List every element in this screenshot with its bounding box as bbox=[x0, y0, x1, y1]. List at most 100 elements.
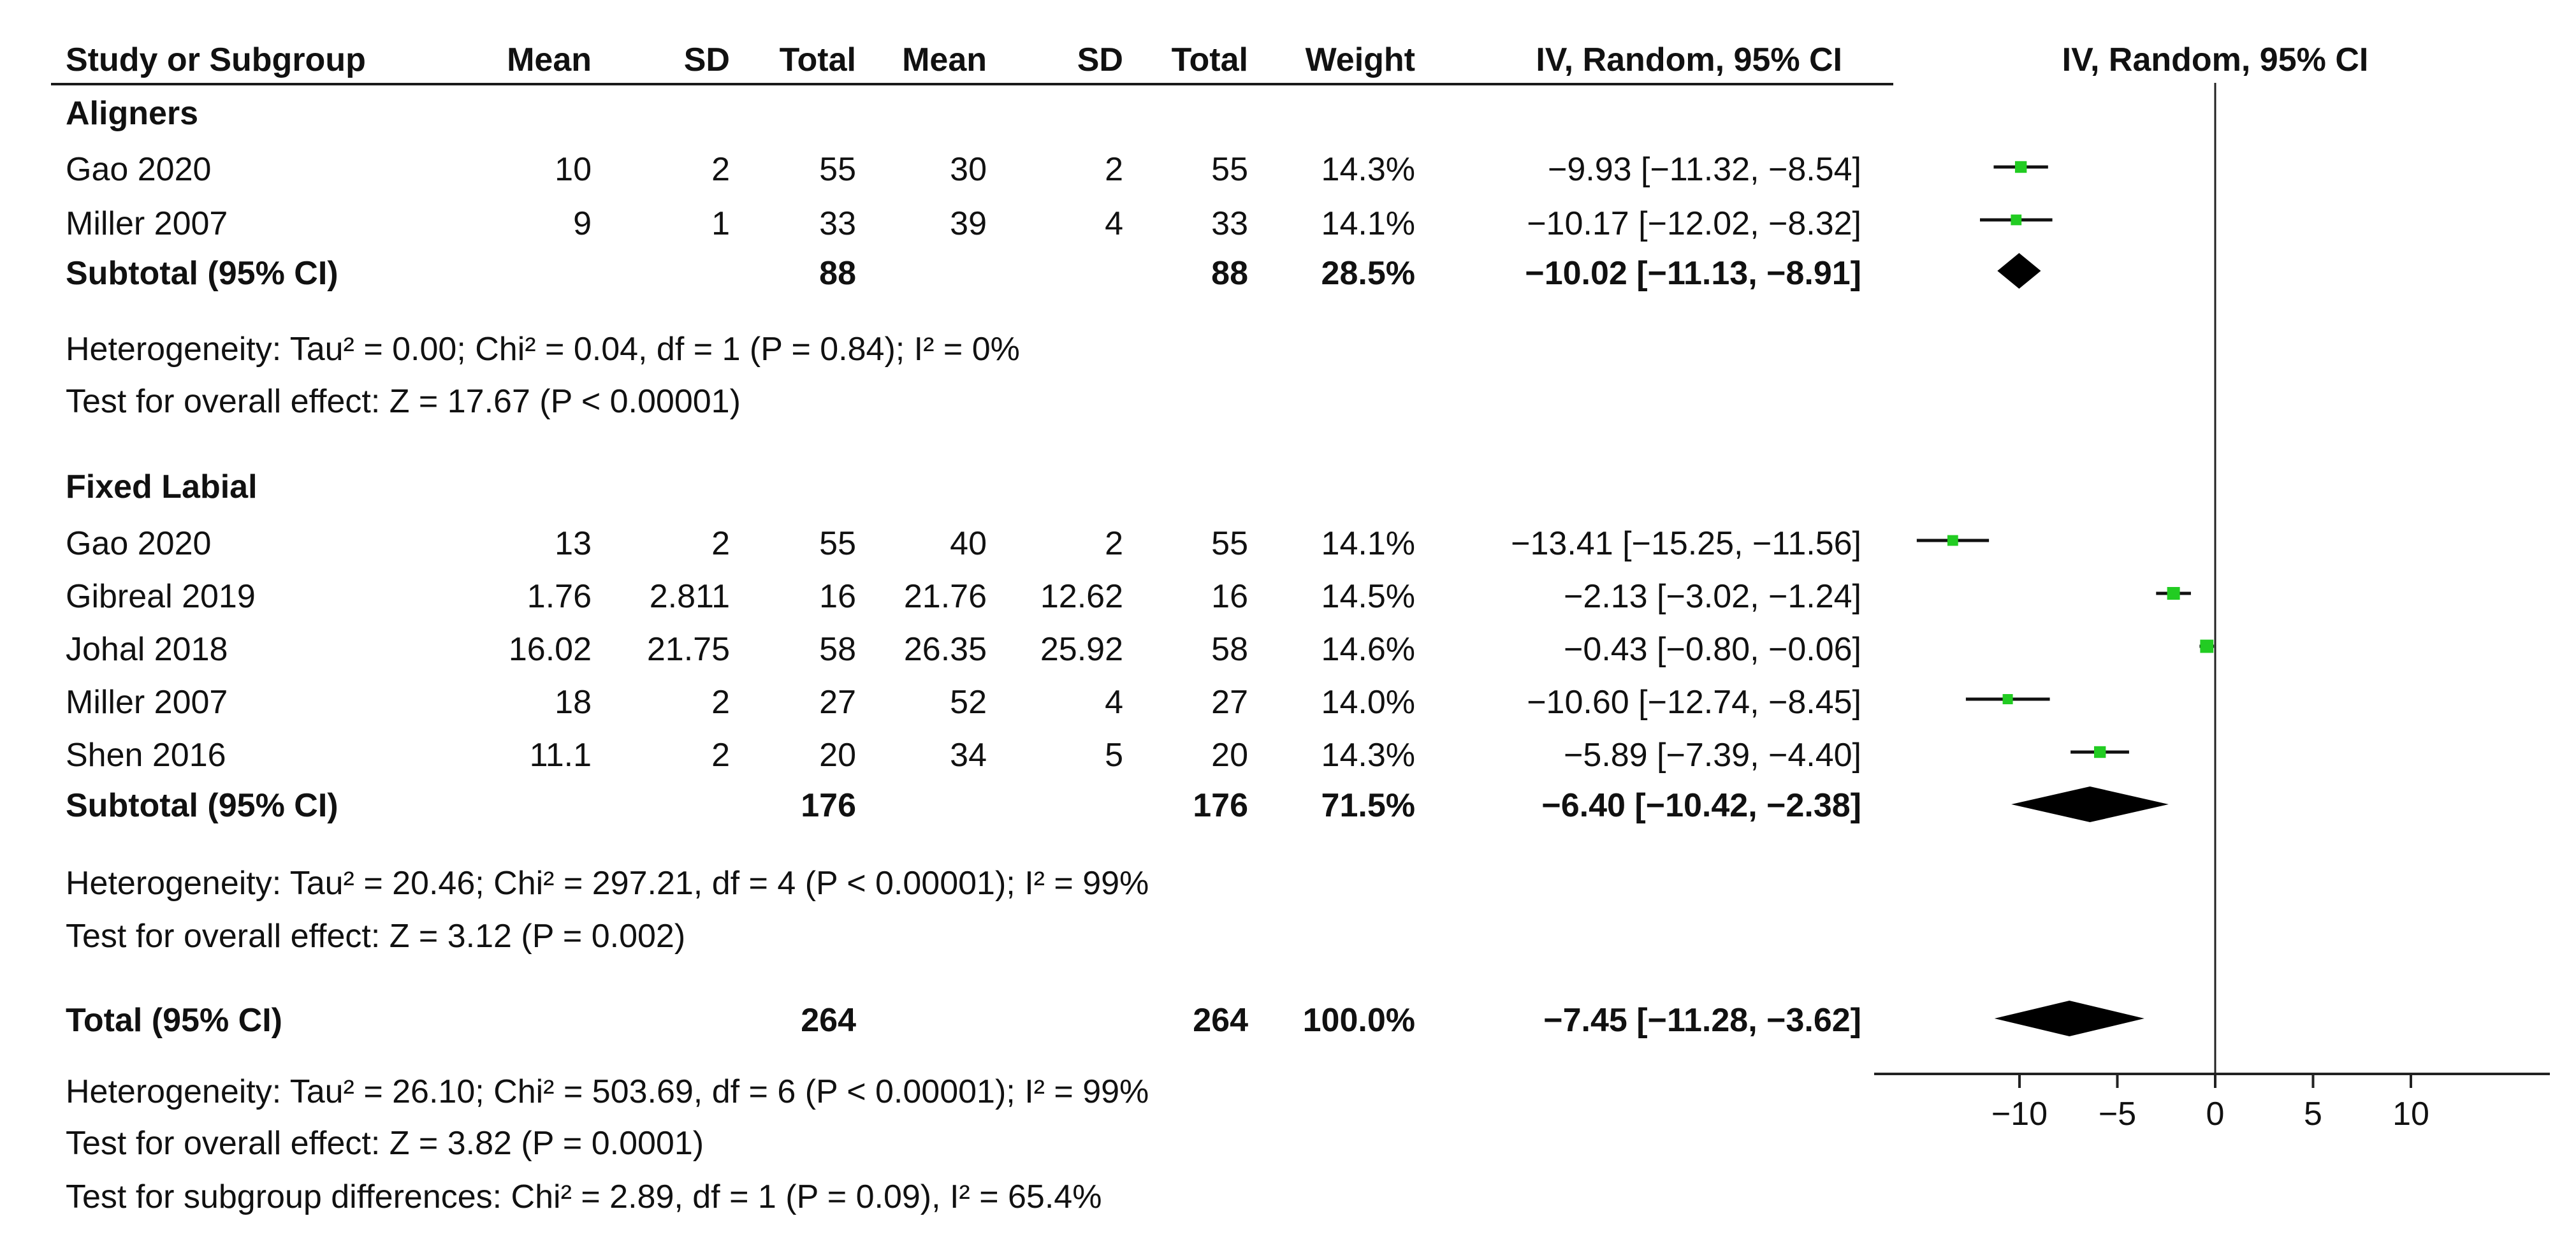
exp-sd: 2.811 bbox=[649, 578, 730, 615]
weight: 71.5% bbox=[1321, 787, 1415, 824]
ctrl-total: 58 bbox=[1211, 631, 1248, 668]
ctrl-mean: 34 bbox=[950, 737, 987, 774]
effect-ci: −13.41 [−15.25, −11.56] bbox=[1511, 525, 1861, 562]
effect-ci: −5.89 [−7.39, −4.40] bbox=[1564, 737, 1861, 774]
subtotal-label: Subtotal (95% CI) bbox=[66, 255, 338, 292]
ctrl-total: 55 bbox=[1211, 525, 1248, 562]
header-divider bbox=[51, 83, 1893, 85]
overall-effect-note: Test for overall effect: Z = 3.12 (P = 0… bbox=[66, 918, 686, 955]
ctrl-total: 264 bbox=[1193, 1002, 1248, 1039]
total-heterogeneity-note: Heterogeneity: Tau² = 26.10; Chi² = 503.… bbox=[66, 1073, 1149, 1110]
exp-sd: 2 bbox=[711, 737, 730, 774]
total-label: Total (95% CI) bbox=[66, 1002, 282, 1039]
weight: 100.0% bbox=[1302, 1002, 1415, 1039]
weight: 14.3% bbox=[1321, 737, 1415, 774]
exp-mean: 9 bbox=[573, 205, 592, 242]
ctrl-total: 16 bbox=[1211, 578, 1248, 615]
study-label: Miller 2007 bbox=[66, 684, 228, 721]
exp-total: 264 bbox=[801, 1002, 856, 1039]
x-tick-label: −5 bbox=[2099, 1096, 2136, 1133]
exp-mean: 10 bbox=[555, 151, 592, 188]
weight: 14.1% bbox=[1321, 205, 1415, 242]
ctrl-sd: 12.62 bbox=[1040, 578, 1123, 615]
weight: 14.0% bbox=[1321, 684, 1415, 721]
ctrl-sd: 4 bbox=[1105, 205, 1123, 242]
overall-effect-note: Test for overall effect: Z = 17.67 (P < … bbox=[66, 383, 741, 420]
effect-ci: −2.13 [−3.02, −1.24] bbox=[1564, 578, 1861, 615]
weight: 28.5% bbox=[1321, 255, 1415, 292]
exp-mean: 13 bbox=[555, 525, 592, 562]
exp-sd: 21.75 bbox=[646, 631, 730, 668]
pooled-estimate-diamond bbox=[1997, 253, 2041, 289]
total-overall-effect-note: Test for overall effect: Z = 3.82 (P = 0… bbox=[66, 1125, 704, 1162]
ctrl-total: 27 bbox=[1211, 684, 1248, 721]
exp-mean: 11.1 bbox=[529, 737, 592, 774]
exp-total: 27 bbox=[819, 684, 856, 721]
x-tick-label: 10 bbox=[2392, 1096, 2429, 1133]
study-label: Shen 2016 bbox=[66, 737, 226, 774]
ctrl-mean: 52 bbox=[950, 684, 987, 721]
study-label: Miller 2007 bbox=[66, 205, 228, 242]
ctrl-mean: 30 bbox=[950, 151, 987, 188]
study-point-marker bbox=[2011, 214, 2022, 226]
study-point-marker bbox=[1947, 535, 1958, 546]
header-study: Study or Subgroup bbox=[66, 41, 366, 78]
exp-mean: 1.76 bbox=[527, 578, 592, 615]
plot-header-title: IV, Random, 95% CI bbox=[2062, 41, 2369, 78]
study-point-marker bbox=[2093, 746, 2106, 758]
exp-total: 55 bbox=[819, 151, 856, 188]
ctrl-sd: 25.92 bbox=[1040, 631, 1123, 668]
ctrl-sd: 2 bbox=[1105, 151, 1123, 188]
exp-total: 176 bbox=[801, 787, 856, 824]
effect-ci: −0.43 [−0.80, −0.06] bbox=[1564, 631, 1861, 668]
subgroup-heading-fixed-labial: Fixed Labial bbox=[66, 468, 258, 505]
exp-mean: 16.02 bbox=[508, 631, 592, 668]
ctrl-mean: 21.76 bbox=[903, 578, 987, 615]
exp-total: 88 bbox=[819, 255, 856, 292]
header-weight: Weight bbox=[1305, 41, 1415, 78]
ctrl-mean: 39 bbox=[950, 205, 987, 242]
header-ctrl-mean: Mean bbox=[902, 41, 987, 78]
exp-sd: 2 bbox=[711, 151, 730, 188]
pooled-estimate-diamond bbox=[2011, 786, 2169, 822]
exp-total: 16 bbox=[819, 578, 856, 615]
ctrl-total: 176 bbox=[1193, 787, 1248, 824]
exp-total: 33 bbox=[819, 205, 856, 242]
x-tick-label: −10 bbox=[1991, 1096, 2048, 1133]
study-point-marker bbox=[2014, 161, 2027, 173]
effect-ci: −10.17 [−12.02, −8.32] bbox=[1527, 205, 1861, 242]
exp-mean: 18 bbox=[555, 684, 592, 721]
ctrl-sd: 4 bbox=[1105, 684, 1123, 721]
subgroup-heading-aligners: Aligners bbox=[66, 95, 199, 132]
exp-sd: 2 bbox=[711, 684, 730, 721]
pooled-estimate-diamond bbox=[1994, 1001, 2144, 1036]
x-tick-label: 5 bbox=[2304, 1096, 2322, 1133]
header-ctrl-sd: SD bbox=[1077, 41, 1123, 78]
ctrl-sd: 2 bbox=[1105, 525, 1123, 562]
ctrl-total: 55 bbox=[1211, 151, 1248, 188]
effect-ci: −10.02 [−11.13, −8.91] bbox=[1525, 255, 1861, 292]
header-exp-mean: Mean bbox=[507, 41, 592, 78]
header-ci: IV, Random, 95% CI bbox=[1536, 41, 1842, 78]
ctrl-total: 33 bbox=[1211, 205, 1248, 242]
weight: 14.5% bbox=[1321, 578, 1415, 615]
heterogeneity-note: Heterogeneity: Tau² = 0.00; Chi² = 0.04,… bbox=[66, 331, 1020, 368]
ctrl-mean: 26.35 bbox=[903, 631, 987, 668]
study-point-marker bbox=[2002, 694, 2013, 704]
study-label: Johal 2018 bbox=[66, 631, 228, 668]
weight: 14.1% bbox=[1321, 525, 1415, 562]
study-point-marker bbox=[2200, 639, 2214, 653]
subtotal-label: Subtotal (95% CI) bbox=[66, 787, 338, 824]
exp-sd: 1 bbox=[711, 205, 730, 242]
exp-total: 55 bbox=[819, 525, 856, 562]
subgroup-differences-note: Test for subgroup differences: Chi² = 2.… bbox=[66, 1178, 1102, 1215]
exp-total: 20 bbox=[819, 737, 856, 774]
study-label: Gao 2020 bbox=[66, 525, 212, 562]
effect-ci: −9.93 [−11.32, −8.54] bbox=[1547, 151, 1861, 188]
header-ctrl-total: Total bbox=[1171, 41, 1248, 78]
study-label: Gao 2020 bbox=[66, 151, 212, 188]
x-tick-label: 0 bbox=[2206, 1096, 2225, 1133]
ctrl-sd: 5 bbox=[1105, 737, 1123, 774]
